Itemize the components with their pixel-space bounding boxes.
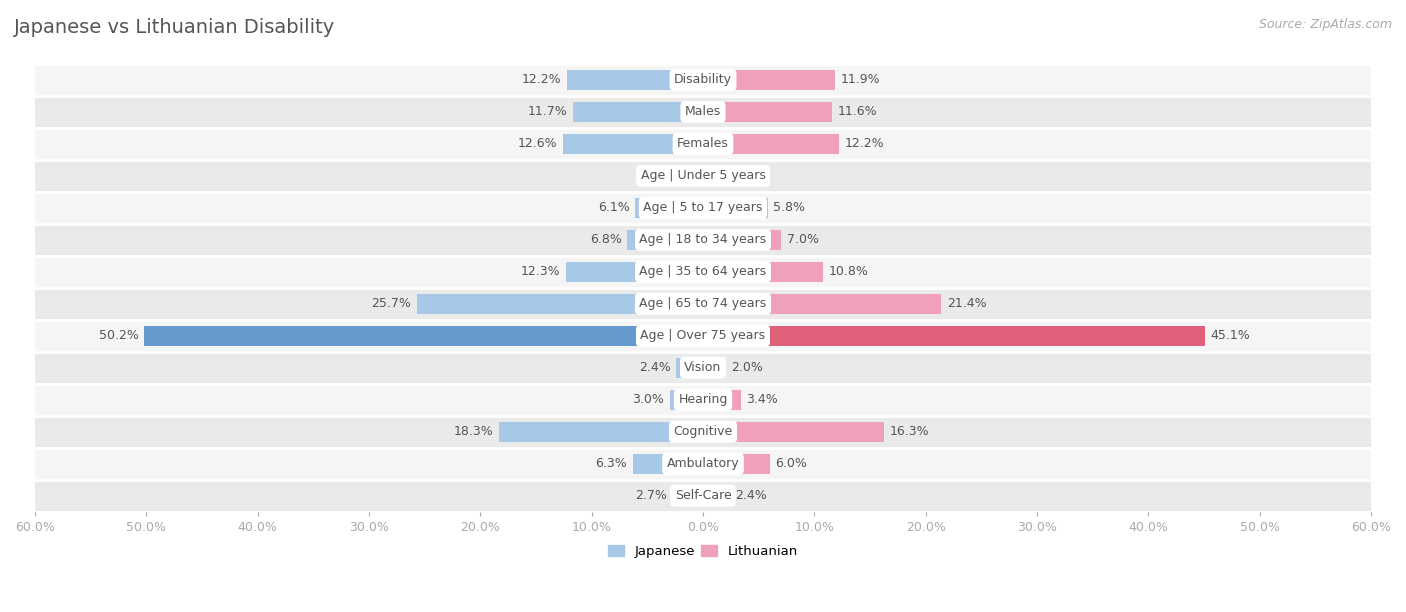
Bar [703,134,839,154]
Bar [703,390,741,409]
Bar [703,166,721,186]
Text: 10.8%: 10.8% [828,266,869,278]
Bar [35,384,1371,416]
Text: 5.8%: 5.8% [773,201,806,214]
Text: 6.0%: 6.0% [775,457,807,470]
Bar [35,224,1371,256]
Bar [703,422,884,442]
Text: Disability: Disability [673,73,733,86]
Text: Males: Males [685,105,721,119]
Text: Age | 65 to 74 years: Age | 65 to 74 years [640,297,766,310]
Bar [35,64,1371,96]
Bar [627,230,703,250]
Text: 12.6%: 12.6% [517,138,557,151]
Bar [35,416,1371,448]
Text: 11.9%: 11.9% [841,73,880,86]
Text: 6.1%: 6.1% [598,201,630,214]
Bar [669,390,703,409]
Bar [673,486,703,506]
Bar [499,422,703,442]
Bar [703,326,1205,346]
Text: Age | 35 to 64 years: Age | 35 to 64 years [640,266,766,278]
Text: 12.3%: 12.3% [520,266,561,278]
Bar [35,352,1371,384]
Bar [703,486,730,506]
Bar [703,198,768,218]
Text: Age | 5 to 17 years: Age | 5 to 17 years [644,201,762,214]
Bar [35,96,1371,128]
Text: Source: ZipAtlas.com: Source: ZipAtlas.com [1258,18,1392,31]
Bar [676,358,703,378]
Text: Age | Over 75 years: Age | Over 75 years [641,329,765,342]
Bar [35,448,1371,480]
Text: 2.4%: 2.4% [638,361,671,375]
Bar [567,262,703,282]
Text: 11.7%: 11.7% [527,105,567,119]
Bar [633,454,703,474]
Bar [703,230,780,250]
Text: 1.2%: 1.2% [652,170,685,182]
Text: Hearing: Hearing [678,394,728,406]
Bar [567,70,703,90]
Bar [562,134,703,154]
Bar [35,288,1371,320]
Bar [703,358,725,378]
Text: 2.0%: 2.0% [731,361,762,375]
Text: 2.7%: 2.7% [636,489,668,502]
Text: 6.3%: 6.3% [596,457,627,470]
Text: Ambulatory: Ambulatory [666,457,740,470]
Text: 12.2%: 12.2% [522,73,561,86]
Bar [416,294,703,314]
Text: Age | Under 5 years: Age | Under 5 years [641,170,765,182]
Bar [35,320,1371,352]
Text: 7.0%: 7.0% [786,233,818,247]
Bar [703,454,770,474]
Text: 50.2%: 50.2% [98,329,138,342]
Text: 2.4%: 2.4% [735,489,768,502]
Text: 11.6%: 11.6% [838,105,877,119]
Bar [572,102,703,122]
Bar [703,262,824,282]
Text: 1.6%: 1.6% [727,170,758,182]
Bar [636,198,703,218]
Text: 12.2%: 12.2% [845,138,884,151]
Text: Females: Females [678,138,728,151]
Bar [703,70,835,90]
Text: 16.3%: 16.3% [890,425,929,438]
Bar [35,480,1371,512]
Bar [35,192,1371,224]
Text: 45.1%: 45.1% [1211,329,1250,342]
Bar [35,256,1371,288]
Text: 25.7%: 25.7% [371,297,412,310]
Bar [35,160,1371,192]
Text: Cognitive: Cognitive [673,425,733,438]
Text: 3.4%: 3.4% [747,394,778,406]
Text: Age | 18 to 34 years: Age | 18 to 34 years [640,233,766,247]
Text: 18.3%: 18.3% [454,425,494,438]
Bar [689,166,703,186]
Text: Self-Care: Self-Care [675,489,731,502]
Text: 21.4%: 21.4% [946,297,987,310]
Bar [703,102,832,122]
Text: Vision: Vision [685,361,721,375]
Legend: Japanese, Lithuanian: Japanese, Lithuanian [603,539,803,564]
Text: 3.0%: 3.0% [633,394,664,406]
Bar [143,326,703,346]
Text: 6.8%: 6.8% [591,233,621,247]
Bar [35,128,1371,160]
Text: Japanese vs Lithuanian Disability: Japanese vs Lithuanian Disability [14,18,335,37]
Bar [703,294,941,314]
